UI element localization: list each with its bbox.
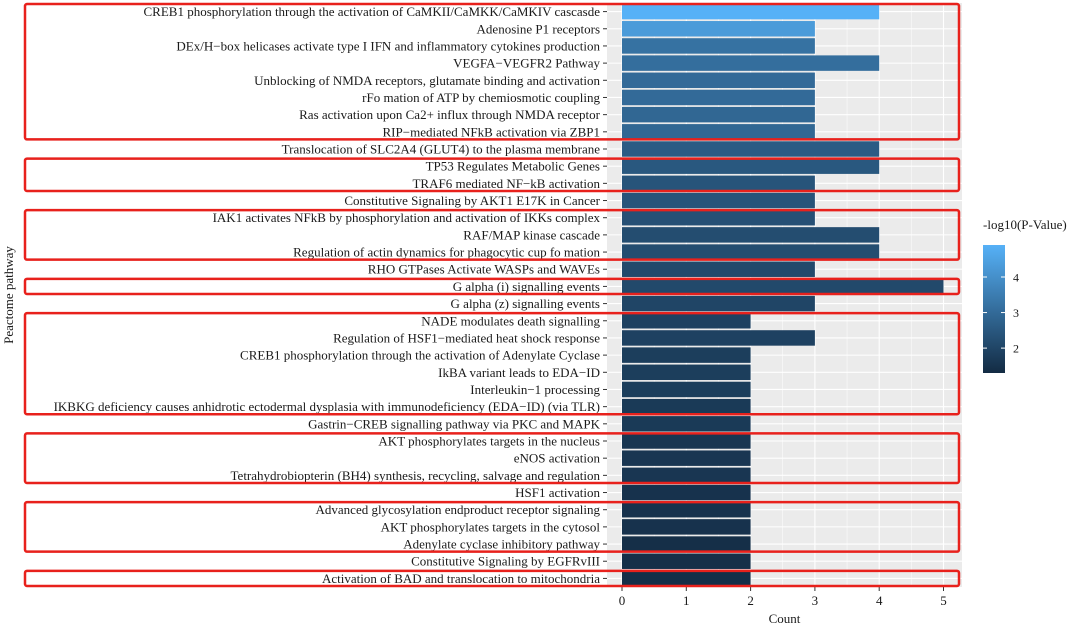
category-label: AKT phosphorylates targets in the nucleu… <box>378 434 600 449</box>
highlight-box <box>23 157 961 193</box>
category-label: Unblocking of NMDA receptors, glutamate … <box>254 73 600 88</box>
highlight-box <box>23 432 961 485</box>
highlight-box <box>23 569 961 588</box>
bar <box>622 21 815 37</box>
category-label: G alpha (i) signalling events <box>453 279 600 294</box>
x-tick-label: 1 <box>683 593 690 608</box>
category-label: Translocation of SLC2A4 (GLUT4) to the p… <box>282 142 601 157</box>
bar <box>622 175 815 192</box>
category-label: RIP−mediated NFkB activation via ZBP1 <box>383 124 600 139</box>
bar-layer <box>622 3 944 587</box>
highlight-box <box>23 311 961 416</box>
category-label: Advanced glycosylation endproduct recept… <box>316 502 601 517</box>
bar <box>622 536 751 552</box>
category-label: Tetrahydrobiopterin (BH4) synthesis, rec… <box>231 468 601 483</box>
bar <box>622 261 815 277</box>
x-axis-title: Count <box>769 611 801 626</box>
bar <box>622 106 815 123</box>
x-tick-label: 4 <box>876 593 883 608</box>
bar <box>622 381 751 398</box>
bar <box>622 416 751 432</box>
category-label: RHO GTPases Activate WASPs and WAVEs <box>368 262 600 277</box>
category-label: NADE modulates death signalling <box>421 313 600 328</box>
bar <box>622 450 751 466</box>
bar <box>622 519 751 535</box>
bar <box>622 570 751 587</box>
category-label: rFo mation of ATP by chemiosmotic coupli… <box>362 90 600 105</box>
category-label: CREB1 phosphorylation through the activa… <box>144 4 601 19</box>
bar <box>622 158 880 174</box>
bar <box>622 227 880 243</box>
bar <box>622 398 751 415</box>
legend-tick-label: 2 <box>1013 342 1019 356</box>
highlight-box <box>23 2 961 141</box>
bar <box>622 244 880 260</box>
category-label: TRAF6 mediated NF−kB activation <box>412 176 600 191</box>
category-label: VEGFA−VEGFR2 Pathway <box>453 56 600 71</box>
bar <box>622 553 751 569</box>
category-label: Ras activation upon Ca2+ influx through … <box>299 107 601 122</box>
x-axis: 0 1 2 3 4 5 <box>619 587 947 608</box>
category-label: Gastrin−CREB signalling pathway via PKC … <box>308 416 600 431</box>
category-label: HSF1 activation <box>515 485 600 500</box>
bar <box>622 209 815 226</box>
bar <box>622 3 880 20</box>
bar <box>622 72 815 89</box>
category-label: RAF/MAP kinase cascade <box>463 227 600 242</box>
x-tick-label: 5 <box>940 593 947 608</box>
x-tick-label: 0 <box>619 593 626 608</box>
highlight-box <box>23 500 961 553</box>
category-label: IAK1 activates NFkB by phosphorylation a… <box>213 210 601 225</box>
category-label: Constitutive Signaling by AKT1 E17K in C… <box>344 193 600 208</box>
highlight-box <box>23 277 961 296</box>
bar <box>622 124 815 140</box>
bar <box>622 89 815 106</box>
category-label: AKT phosphorylates targets in the cytoso… <box>381 519 601 534</box>
highlight-boxes <box>23 2 961 588</box>
bar <box>622 347 751 363</box>
bar <box>622 295 815 312</box>
legend-colorbar <box>983 245 1005 373</box>
legend-tick-label: 4 <box>1013 271 1019 285</box>
bar <box>622 278 944 295</box>
bar <box>622 501 751 518</box>
x-tick-label: 3 <box>812 593 819 608</box>
x-tick-label: 2 <box>747 593 754 608</box>
category-labels: CREB1 phosphorylation through the activa… <box>54 4 607 586</box>
bar <box>622 38 815 54</box>
category-label: G alpha (z) signalling events <box>451 296 600 311</box>
category-label: eNOS activation <box>514 451 601 466</box>
bar <box>622 330 815 346</box>
bar <box>622 433 751 449</box>
category-label: Adenosine P1 receptors <box>477 21 600 36</box>
bar <box>622 364 751 381</box>
category-label: Activation of BAD and translocation to m… <box>322 571 600 586</box>
bar <box>622 467 751 484</box>
legend-title: -log10(P-Value) <box>983 217 1067 232</box>
category-label: IKBKG deficiency causes anhidrotic ectod… <box>54 399 600 414</box>
category-label: Regulation of actin dynamics for phagocy… <box>293 245 600 260</box>
bar <box>622 141 880 157</box>
category-label: Adenylate cyclase inhibitory pathway <box>403 537 600 552</box>
bar <box>622 313 751 329</box>
bar <box>622 55 880 71</box>
bar <box>622 192 815 209</box>
category-label: Regulation of HSF1−mediated heat shock r… <box>333 330 600 345</box>
category-label: IkBA variant leads to EDA−ID <box>438 365 600 380</box>
category-label: TP53 Regulates Metabolic Genes <box>426 159 600 174</box>
category-label: Interleukin−1 processing <box>470 382 600 397</box>
color-legend: -log10(P-Value) 4 3 2 <box>983 217 1067 373</box>
legend-tick-label: 3 <box>1013 306 1019 320</box>
category-label: Constitutive Signaling by EGFRvIII <box>411 554 600 569</box>
category-label: DEx/H−box helicases activate type I IFN … <box>176 38 600 53</box>
category-label: CREB1 phosphorylation through the activa… <box>240 348 600 363</box>
bar <box>622 484 751 501</box>
highlight-box <box>23 208 961 261</box>
y-axis-title: Peactome pathway <box>1 246 16 344</box>
